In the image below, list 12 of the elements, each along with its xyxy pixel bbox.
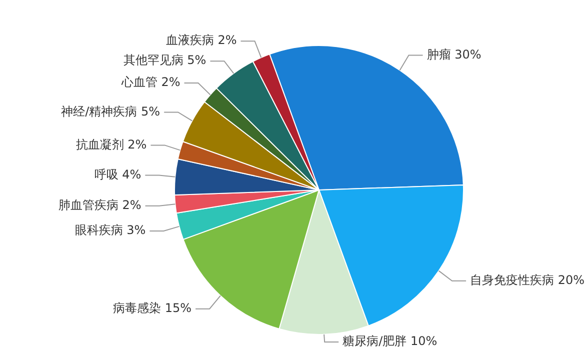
slice-label: 心血管 2% <box>120 75 180 90</box>
slice-label: 病毒感染 15% <box>113 300 192 315</box>
slice-label: 自身免疫性疾病 20% <box>470 272 585 287</box>
slice-label: 眼科疾病 3% <box>74 223 146 238</box>
slice-label: 血液疾病 2% <box>166 33 237 48</box>
slice-label: 糖尿病/肥胖 10% <box>342 334 438 348</box>
slice-label: 神经/精神疾病 5% <box>61 104 160 118</box>
slice-label: 肺血管疾病 2% <box>58 198 142 212</box>
slice-label: 其他罕见病 5% <box>123 53 206 68</box>
slice-label: 呼吸 4% <box>94 167 142 182</box>
slice-label: 抗血凝剂 2% <box>76 137 147 152</box>
slice-label: 肿瘤 30% <box>426 47 482 62</box>
